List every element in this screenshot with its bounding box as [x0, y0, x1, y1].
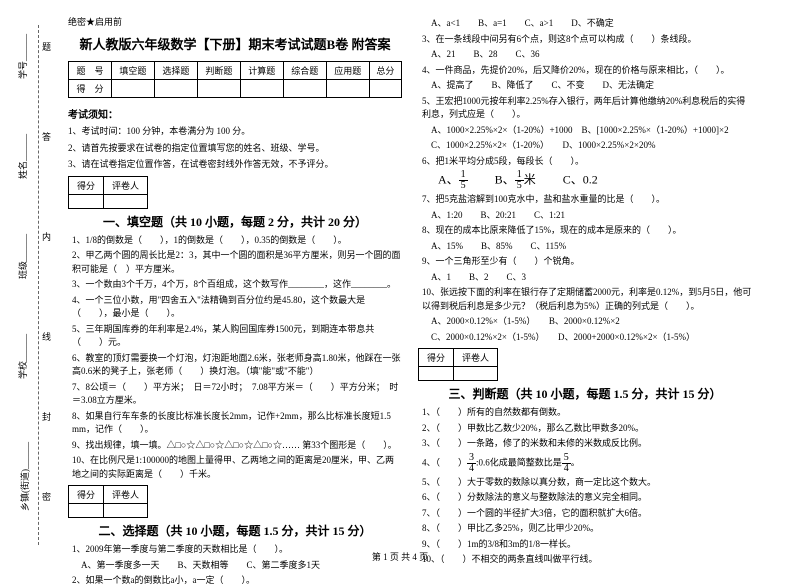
s3q4: 4、（ ）34:0.6化成最简整数比是54。 [418, 453, 752, 474]
s1q2: 2、甲乙两个圆的周长比是2：3，其中一个圆的面积是36平方厘米，则另一个圆的面积… [68, 249, 402, 276]
m3c2: 评卷人 [454, 349, 498, 367]
s1q8: 8、如果自行车车条的长度比标准长度长2mm，记作+2mm，那么比标准长度短1.5… [68, 410, 402, 437]
side-label-2: 班级______ [16, 234, 29, 279]
st-s1 [111, 80, 154, 98]
mini-score-3: 得分评卷人 [418, 348, 498, 381]
s3q3: 3、（ ）一条路，修了的米数和未修的米数成反比例。 [418, 437, 752, 451]
page: 绝密★启用前 新人教版六年级数学【下册】期末考试试题B卷 附答案 题 号 填空题… [0, 0, 800, 555]
left-column: 绝密★启用前 新人教版六年级数学【下册】期末考试试题B卷 附答案 题 号 填空题… [60, 15, 410, 545]
secret-label: 绝密★启用前 [68, 15, 402, 28]
s1q4: 4、一个三位小数，用"四舍五入"法精确到百分位约是45.80，这个数最大是（ ）… [68, 294, 402, 321]
s2q6a: A、 [438, 172, 459, 186]
mini-score-2: 得分评卷人 [68, 485, 148, 518]
s2q10: 10、张远按下面的利率在银行存了定期储蓄2000元，利率是0.12%，到5月5日… [418, 286, 752, 313]
s3q2: 2、（ ）甲数比乙数少20%，那么乙数比甲数多20%。 [418, 422, 752, 436]
s3q9: 9、（ ）1m的3/8和3m的1/8一样长。 [418, 538, 752, 552]
s2q4: 4、一件商品，先提价20%，后又降价20%，现在的价格与原来相比，（ ）。 [418, 64, 752, 78]
st-s6 [326, 80, 369, 98]
st-h4: 计算题 [240, 62, 283, 80]
notice-title: 考试须知： [68, 106, 402, 121]
m3c1: 得分 [419, 349, 454, 367]
s1q1: 1、1/8的倒数是（ ），1的倒数是（ ），0.35的倒数是（ ）。 [68, 234, 402, 248]
seal-char-1: 答 [42, 130, 51, 143]
s2q4o: A、提高了 B、降低了 C、不变 D、无法确定 [418, 79, 752, 93]
right-column: A、a<1 B、a=1 C、a>1 D、不确定 3、在一条线段中间另有6个点，则… [410, 15, 760, 545]
notice-1: 1、考试时间：100 分钟，本卷满分为 100 分。 [68, 125, 402, 139]
s3q5: 5、（ ）大于零数的数除以真分数，商一定比这个数大。 [418, 476, 752, 490]
st-s4 [240, 80, 283, 98]
frac-q4a: 34 [467, 453, 476, 474]
frac-a: 15 [459, 170, 468, 191]
s3q1: 1、（ ）所有的自然数都有倒数。 [418, 406, 752, 420]
s2q9o: A、1 B、2 C、3 [418, 271, 752, 285]
s2q2o: A、a<1 B、a=1 C、a>1 D、不确定 [418, 17, 752, 31]
s2q10ob: C、2000×0.12%×2×（1-5%） D、2000+2000×0.12%×… [418, 331, 752, 345]
m1c1: 得分 [69, 176, 104, 194]
s2q6c: C、0.2 [539, 172, 598, 186]
s2q3o: A、21 B、28 C、36 [418, 48, 752, 62]
exam-title: 新人教版六年级数学【下册】期末考试试题B卷 附答案 [68, 34, 402, 53]
notice-2: 2、请首先按要求在试卷的指定位置填写您的姓名、班级、学号。 [68, 142, 402, 156]
mini-score-1: 得分评卷人 [68, 176, 148, 209]
st-s0: 得 分 [69, 80, 112, 98]
seal-char-5: 密 [42, 490, 51, 503]
section2-title: 二、选择题（共 10 小题，每题 1.5 分，共计 15 分） [68, 522, 402, 539]
side-label-3: 学校______ [16, 334, 29, 379]
s2q7: 7、把5克盐溶解到100克水中，盐和盐水重量的比是（ ）。 [418, 193, 752, 207]
m2c1: 得分 [69, 486, 104, 504]
s1q10: 10、在比例尺是1:100000的地图上量得甲、乙两地之间的距离是20厘米，甲、… [68, 454, 402, 481]
frac-q4b: 54 [562, 453, 571, 474]
score-table: 题 号 填空题 选择题 判断题 计算题 综合题 应用题 总分 得 分 [68, 61, 402, 98]
seal-char-3: 线 [42, 330, 51, 343]
section3-title: 三、判断题（共 10 小题，每题 1.5 分，共计 15 分） [418, 385, 752, 402]
side-label-1: 姓名______ [16, 134, 29, 179]
notice-3: 3、请在试卷指定位置作答，在试卷密封线外作答无效，不予评分。 [68, 158, 402, 172]
st-s5 [283, 80, 326, 98]
st-s2 [154, 80, 197, 98]
binding-side: 学号______ 姓名______ 班级______ 学校______ 乡镇(街… [8, 10, 53, 540]
st-h1: 填空题 [111, 62, 154, 80]
side-label-0: 学号______ [16, 34, 29, 79]
s2q6o: A、15 B、15米 C、0.2 [418, 170, 752, 191]
s2q3: 3、在一条线段中间另有6个点，则这8个点可以构成（ ）条线段。 [418, 33, 752, 47]
s2q6: 6、把1米平均分成5段，每段长（ ）。 [418, 155, 752, 169]
s2q5: 5、王宏把1000元按年利率2.25%存入银行，两年后计算他缴纳20%利息税后的… [418, 95, 752, 122]
st-s7 [369, 80, 401, 98]
s1q6: 6、教室的顶灯需要换一个灯泡，灯泡距地面2.6米，张老师身高1.80米，他踩在一… [68, 352, 402, 379]
dash-line [38, 25, 39, 545]
st-h0: 题 号 [69, 62, 112, 80]
st-h2: 选择题 [154, 62, 197, 80]
s2q5ob: C、1000×2.25%×2×（1-20%） D、1000×2.25%×2×20… [418, 139, 752, 153]
m1c2: 评卷人 [104, 176, 148, 194]
section1-title: 一、填空题（共 10 小题，每题 2 分，共计 20 分） [68, 213, 402, 230]
s2q10oa: A、2000×0.12%×（1-5%） B、2000×0.12%×2 [418, 315, 752, 329]
s3q7: 7、（ ）一个圆的半径扩大3倍，它的面积就扩大6倍。 [418, 507, 752, 521]
st-s3 [197, 80, 240, 98]
s2q8o: A、15% B、85% C、115% [418, 240, 752, 254]
s1q3: 3、一个数由3个千万，4个万，8个百组成，这个数写作________，这作___… [68, 278, 402, 292]
seal-char-2: 内 [42, 230, 51, 243]
s2q6b: B、 [471, 172, 515, 186]
st-h7: 总分 [369, 62, 401, 80]
s2q2: 2、如果一个数a的倒数比a小，a一定（ ）。 [68, 574, 402, 588]
st-h5: 综合题 [283, 62, 326, 80]
s2q8: 8、现在的成本比原来降低了15%，现在的成本是原来的（ ）。 [418, 224, 752, 238]
side-label-4: 乡镇(街道)______ [18, 442, 31, 511]
s3q6: 6、（ ）分数除法的意义与整数除法的意义完全相同。 [418, 491, 752, 505]
s1q7: 7、8公顷＝（ ）平方米； 日＝72小时； 7.08平方米＝（ ）平方分米； 时… [68, 381, 402, 408]
s2q5oa: A、1000×2.25%×2×（1-20%）+1000 B、[1000×2.25… [418, 124, 752, 138]
seal-char-0: 题 [42, 40, 51, 53]
s2q7o: A、1:20 B、20:21 C、1:21 [418, 209, 752, 223]
m2c2: 评卷人 [104, 486, 148, 504]
s1q5: 5、三年期国库券的年利率是2.4%，某人购回国库券1500元，到期连本带息共（ … [68, 323, 402, 350]
st-h6: 应用题 [326, 62, 369, 80]
page-footer: 第 1 页 共 4 页 [0, 550, 800, 563]
s1q9: 9、找出规律，填一填。△□○☆△□○☆△□○☆△□○☆…… 第33个图形是（ ）… [68, 439, 402, 453]
seal-char-4: 封 [42, 410, 51, 423]
s2q9: 9、一个三角形至少有（ ）个锐角。 [418, 255, 752, 269]
s3q8: 8、（ ）甲比乙多25%，则乙比甲少20%。 [418, 522, 752, 536]
frac-b: 15 [515, 170, 524, 191]
st-h3: 判断题 [197, 62, 240, 80]
